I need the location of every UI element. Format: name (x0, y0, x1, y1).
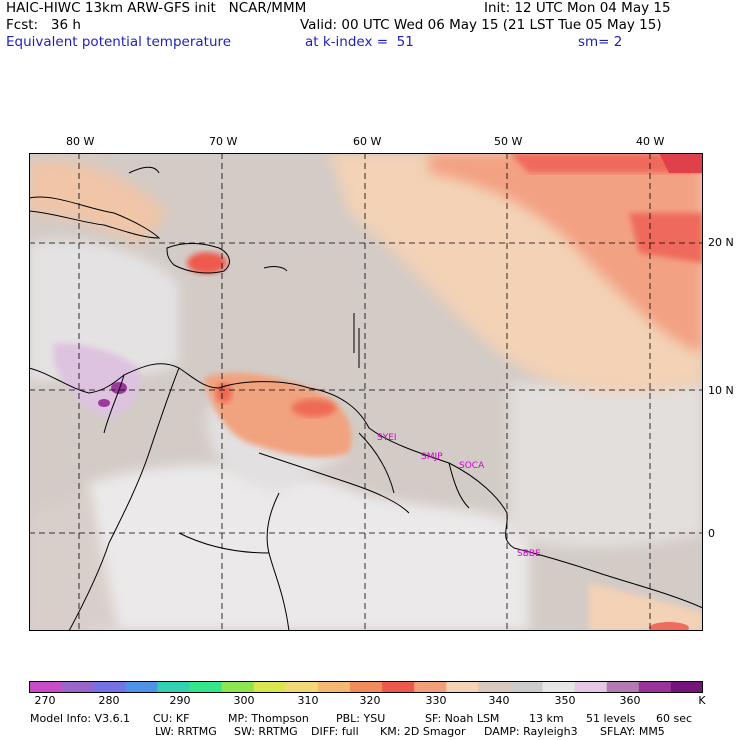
cb-label-310: 310 (297, 694, 319, 707)
colorbar-swatch (446, 681, 479, 693)
colorbar-swatch (478, 681, 511, 693)
init-time: Init: 12 UTC Mon 04 May 15 (484, 0, 671, 16)
colorbar-swatch (349, 681, 383, 693)
colorbar-swatch (253, 681, 287, 693)
station-sbbe: SBBE (517, 549, 541, 559)
cb-label-300: 300 (233, 694, 255, 707)
info-timestep: 60 sec (656, 712, 693, 725)
cb-label-unit: K (698, 694, 706, 707)
info-model-version: Model Info: V3.6.1 (30, 712, 131, 725)
colorbar-swatch (542, 681, 576, 693)
info-levels: 51 levels (586, 712, 636, 725)
info-sf: SF: Noah LSM (425, 712, 500, 725)
colorbar-swatch (510, 681, 544, 693)
colorbar-swatch (285, 681, 319, 693)
lon-label-80w: 80 W (66, 135, 95, 148)
field-shading (29, 153, 703, 631)
info-cu: CU: KF (153, 712, 190, 725)
lat-label-10n: 10 N (708, 384, 734, 397)
colorbar-swatch (125, 681, 158, 693)
colorbar-swatch (382, 681, 415, 693)
info-damp: DAMP: Rayleigh3 (484, 725, 578, 738)
colorbar-swatch (189, 681, 223, 693)
cb-label-290: 290 (169, 694, 191, 707)
colorbar-swatch (317, 681, 351, 693)
info-pbl: PBL: YSU (336, 712, 386, 725)
info-km: KM: 2D Smagor (380, 725, 466, 738)
colorbar-swatch (61, 681, 94, 693)
smoothing-label: sm= 2 (578, 34, 623, 50)
colorbar (29, 681, 703, 693)
level-label: at k-index = 51 (305, 34, 414, 50)
station-smjp: SMJP (421, 452, 443, 462)
info-diff: DIFF: full (311, 725, 359, 738)
lon-label-60w: 60 W (353, 135, 382, 148)
lon-label-50w: 50 W (494, 135, 523, 148)
colorbar-swatch (93, 681, 126, 693)
cb-label-270: 270 (34, 694, 56, 707)
model-title: HAIC-HIWC 13km ARW-GFS init NCAR/MMM (6, 0, 307, 16)
info-mp: MP: Thompson (228, 712, 309, 725)
lat-label-0: 0 (708, 527, 715, 540)
valid-time: Valid: 00 UTC Wed 06 May 15 (21 LST Tue … (300, 17, 662, 33)
coastlines (29, 166, 703, 631)
colorbar-swatch (638, 681, 672, 693)
field-name: Equivalent potential temperature (6, 34, 232, 50)
info-resolution: 13 km (529, 712, 564, 725)
lat-label-20n: 20 N (708, 236, 734, 249)
cb-label-350: 350 (554, 694, 576, 707)
cb-label-330: 330 (425, 694, 447, 707)
colorbar-swatch (157, 681, 190, 693)
info-sflay: SFLAY: MM5 (600, 725, 665, 738)
theta-e-map: SYEI SMJP SOCA SBBE (29, 153, 703, 631)
station-soca: SOCA (459, 461, 485, 471)
colorbar-swatch (670, 681, 703, 693)
station-syei: SYEI (377, 433, 397, 443)
colorbar-swatch (29, 681, 62, 693)
lon-label-40w: 40 W (636, 135, 665, 148)
lat-lon-grid (29, 153, 703, 631)
info-lw: LW: RRTMG (155, 725, 217, 738)
cb-label-360: 360 (619, 694, 641, 707)
lon-label-70w: 70 W (209, 135, 238, 148)
cb-label-340: 340 (488, 694, 510, 707)
cb-label-280: 280 (98, 694, 120, 707)
colorbar-swatch (414, 681, 447, 693)
colorbar-swatch (574, 681, 608, 693)
colorbar-swatch (221, 681, 255, 693)
station-labels: SYEI SMJP SOCA SBBE (377, 433, 541, 559)
info-sw: SW: RRTMG (234, 725, 298, 738)
colorbar-swatch (606, 681, 640, 693)
map-frame (29, 153, 703, 631)
cb-label-320: 320 (359, 694, 381, 707)
forecast-hour: Fcst: 36 h (6, 17, 81, 33)
